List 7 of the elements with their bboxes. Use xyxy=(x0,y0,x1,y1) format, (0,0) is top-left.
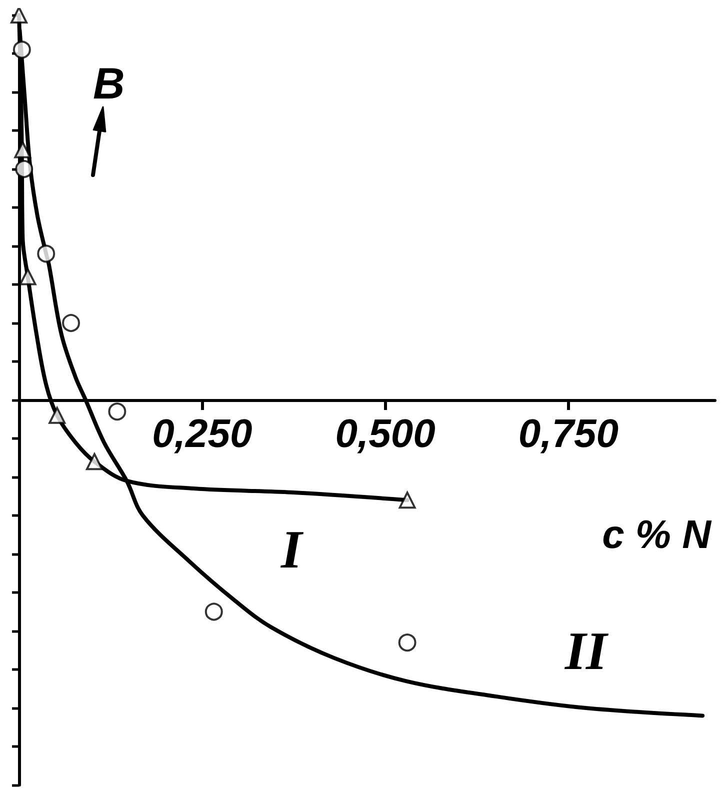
x-tick-label: 0,250 xyxy=(152,412,252,456)
x-axis-title: c % N xyxy=(602,513,712,557)
y-axis-title: B xyxy=(93,60,125,108)
x-tick-label: 0,500 xyxy=(335,412,436,456)
x-tick-label: 0,750 xyxy=(518,412,619,456)
series-label: I xyxy=(280,519,304,580)
series-label: II xyxy=(564,621,610,681)
